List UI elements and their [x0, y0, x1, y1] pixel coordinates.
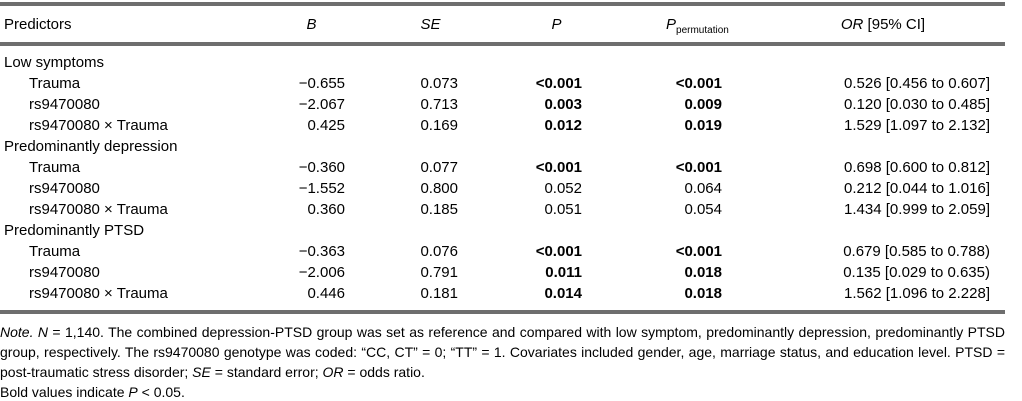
p-cell: 0.052 [544, 180, 582, 197]
table-row: rs9470080 × Trauma 0.446 0.181 0.014 0.0… [0, 283, 1005, 312]
group-row-low-symptoms: Low symptoms [0, 44, 1005, 73]
se-cell: 0.713 [420, 96, 458, 113]
p-permutation-cell: 0.054 [684, 201, 722, 218]
p-permutation-cell: 0.009 [684, 96, 722, 113]
bold-note-p-symbol: P [128, 384, 138, 400]
p-cell: 0.011 [545, 264, 582, 281]
or-ci-cell: 0.679 [0.585 to 0.788) [843, 243, 990, 260]
p-cell: <0.001 [535, 243, 582, 260]
b-cell: 0.360 [307, 201, 345, 218]
b-cell: 0.425 [307, 117, 345, 134]
ci-label: [95% CI] [863, 15, 926, 33]
predictor-cell: rs9470080 [29, 96, 100, 113]
table-row: rs9470080 −1.552 0.800 0.052 0.064 0.212… [0, 178, 1005, 199]
predictor-cell: rs9470080 × Trauma [29, 117, 168, 134]
group-label: Low symptoms [4, 54, 105, 71]
col-header-p: P [462, 4, 586, 46]
table-row: Trauma −0.360 0.077 <0.001 <0.001 0.698 … [0, 157, 1005, 178]
table-row: rs9470080 −2.006 0.791 0.011 0.018 0.135… [0, 262, 1005, 283]
table-row: rs9470080 −2.067 0.713 0.003 0.009 0.120… [0, 94, 1005, 115]
or-ci-cell: 0.698 [0.600 to 0.812] [844, 159, 990, 176]
note-or-symbol: OR [322, 364, 344, 380]
predictor-cell: Trauma [29, 159, 81, 176]
b-cell: −2.006 [298, 264, 345, 281]
predictor-cell: Trauma [29, 75, 81, 92]
p-cell: 0.051 [544, 201, 582, 218]
p-permutation-cell: 0.018 [684, 264, 722, 281]
col-header-predictors: Predictors [0, 4, 254, 46]
p-permutation-cell: <0.001 [675, 159, 722, 176]
predictor-cell: rs9470080 [29, 180, 100, 197]
table-row: rs9470080 × Trauma 0.425 0.169 0.012 0.0… [0, 115, 1005, 136]
p-permutation-cell: 0.018 [684, 285, 722, 302]
se-cell: 0.181 [420, 285, 458, 302]
b-cell: −0.360 [298, 159, 345, 176]
p-permutation-cell: <0.001 [675, 243, 722, 260]
se-cell: 0.169 [420, 117, 458, 134]
or-ci-cell: 0.212 [0.044 to 1.016] [844, 180, 990, 197]
note-label: Note. [0, 324, 34, 340]
table-row: Trauma −0.363 0.076 <0.001 <0.001 0.679 … [0, 241, 1005, 262]
se-cell: 0.073 [420, 75, 458, 92]
bold-values-note: Bold values indicate P < 0.05. [0, 382, 1005, 401]
b-cell: −1.552 [298, 180, 345, 197]
b-cell: 0.446 [307, 285, 345, 302]
predictor-cell: rs9470080 [29, 264, 100, 281]
or-ci-cell: 0.135 [0.029 to 0.635) [843, 264, 990, 281]
se-cell: 0.800 [420, 180, 458, 197]
p-permutation-cell: 0.064 [684, 180, 722, 197]
p-cell: <0.001 [535, 159, 582, 176]
header-row: Predictors B SE P Ppermutation OR [95% C… [0, 4, 1005, 46]
or-ci-cell: 1.529 [1.097 to 2.132] [844, 117, 990, 134]
col-header-or-ci: OR [95% CI] [726, 4, 1005, 46]
p-permutation-symbol: P [666, 15, 677, 33]
se-cell: 0.076 [420, 243, 458, 260]
table-note: Note. N = 1,140. The combined depression… [0, 322, 1005, 382]
or-ci-cell: 1.434 [0.999 to 2.059] [844, 201, 990, 218]
se-cell: 0.185 [420, 201, 458, 218]
or-ci-cell: 1.562 [1.096 to 2.228] [844, 285, 990, 302]
b-cell: −0.655 [298, 75, 345, 92]
bold-note-tail: < 0.05. [137, 384, 185, 400]
bold-note-text: Bold values indicate [0, 384, 129, 400]
table-row: Trauma −0.655 0.073 <0.001 <0.001 0.526 … [0, 73, 1005, 94]
or-symbol: OR [840, 15, 864, 33]
regression-results-table: Predictors B SE P Ppermutation OR [95% C… [0, 2, 1005, 314]
predictor-cell: rs9470080 × Trauma [29, 201, 168, 218]
p-cell: 0.014 [544, 285, 582, 302]
col-header-p-permutation: Ppermutation [586, 4, 729, 46]
se-cell: 0.077 [420, 159, 458, 176]
group-label: Predominantly PTSD [4, 222, 145, 239]
group-label: Predominantly depression [4, 138, 178, 155]
note-se-symbol: SE [192, 364, 211, 380]
b-cell: −0.363 [298, 243, 345, 260]
group-row-predominantly-ptsd: Predominantly PTSD [0, 220, 1005, 241]
predictor-cell: Trauma [29, 243, 81, 260]
or-ci-cell: 0.526 [0.456 to 0.607] [844, 75, 990, 92]
note-n-symbol: N [37, 324, 49, 340]
p-permutation-subscript: permutation [676, 24, 729, 36]
group-row-predominantly-depression: Predominantly depression [0, 136, 1005, 157]
p-permutation-cell: 0.019 [684, 117, 722, 134]
p-cell: 0.003 [544, 96, 582, 113]
col-header-se: SE [349, 4, 462, 46]
p-permutation-cell: <0.001 [675, 75, 722, 92]
col-header-b: B [254, 4, 349, 46]
p-cell: <0.001 [535, 75, 582, 92]
note-body-1: = 1,140. The combined depression-PTSD gr… [0, 324, 1006, 380]
note-body-3: = odds ratio. [343, 364, 425, 380]
or-ci-cell: 0.120 [0.030 to 0.485] [844, 96, 990, 113]
note-body-2: = standard error; [210, 364, 323, 380]
predictor-cell: rs9470080 × Trauma [29, 285, 168, 302]
table-row: rs9470080 × Trauma 0.360 0.185 0.051 0.0… [0, 199, 1005, 220]
p-cell: 0.012 [544, 117, 582, 134]
b-cell: −2.067 [298, 96, 345, 113]
se-cell: 0.791 [420, 264, 458, 281]
